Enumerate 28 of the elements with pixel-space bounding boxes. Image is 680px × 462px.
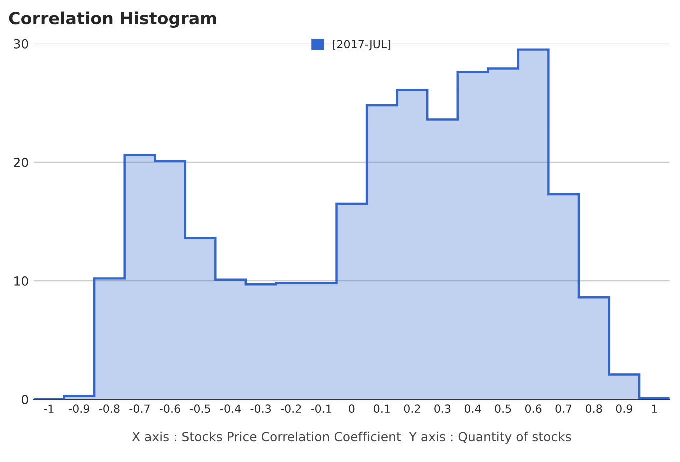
x-tick-label: 0.1 (374, 404, 390, 414)
chart-title: Correlation Histogram (9, 12, 216, 28)
x-axis-title: X axis : Stocks Price Correlation Coefficient Y axis : Quantity of stocks (132, 432, 572, 444)
x-tick-label: 0.5 (495, 404, 512, 414)
x-tick-label: 0.6 (525, 404, 542, 414)
x-tick-label: -0.9 (69, 404, 90, 414)
x-tick-label: 0.9 (616, 404, 632, 414)
y-tick-label: 30 (14, 39, 28, 49)
x-tick-label: 0.3 (434, 404, 451, 414)
x-tick-label: -1 (44, 404, 54, 413)
x-tick-label: -0.5 (190, 404, 210, 414)
x-tick-label: -0.1 (311, 404, 332, 414)
legend-label: [2017-JUL] (333, 40, 391, 51)
x-tick-label: -0.6 (160, 404, 180, 414)
y-tick-label: 20 (14, 158, 28, 168)
x-tick-label: 0.7 (556, 404, 572, 414)
y-tick-label: 0 (22, 395, 28, 405)
x-tick-label: -0.8 (99, 404, 120, 414)
x-tick-label: 0 (349, 404, 355, 414)
x-tick-label: 0.8 (586, 404, 602, 414)
x-tick-label: 0.4 (464, 404, 482, 414)
y-tick-label: 10 (14, 276, 28, 286)
x-tick-label: 0.2 (404, 404, 420, 414)
x-tick-label: -0.7 (130, 404, 150, 414)
x-tick-label: -0.3 (250, 404, 272, 414)
x-tick-label: 1 (652, 404, 658, 413)
x-tick-label: -0.2 (281, 404, 302, 414)
x-tick-label: -0.4 (220, 404, 242, 414)
